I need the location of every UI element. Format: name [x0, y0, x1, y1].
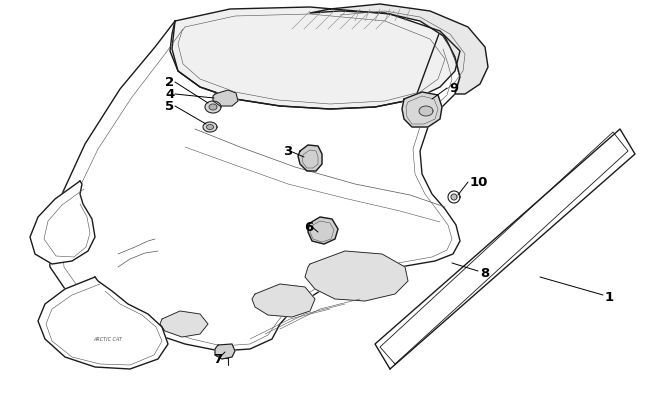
Polygon shape	[298, 146, 322, 172]
Text: 8: 8	[480, 267, 489, 280]
Text: 1: 1	[605, 291, 614, 304]
Polygon shape	[213, 91, 238, 107]
Text: ARCTIC CAT: ARCTIC CAT	[94, 337, 122, 342]
Polygon shape	[30, 181, 95, 264]
Polygon shape	[38, 277, 168, 369]
Polygon shape	[170, 8, 460, 110]
Polygon shape	[160, 311, 208, 337]
Polygon shape	[205, 102, 221, 114]
Polygon shape	[215, 344, 235, 359]
Text: 3: 3	[283, 145, 292, 158]
Polygon shape	[451, 194, 457, 200]
Polygon shape	[252, 284, 315, 317]
Text: 2: 2	[165, 76, 174, 89]
Polygon shape	[308, 217, 338, 244]
Polygon shape	[203, 123, 217, 133]
Polygon shape	[207, 125, 213, 130]
Text: 9: 9	[449, 82, 458, 95]
Polygon shape	[305, 252, 408, 301]
Text: 7: 7	[213, 353, 222, 366]
Polygon shape	[48, 22, 460, 351]
Polygon shape	[380, 133, 628, 364]
Text: 4: 4	[165, 88, 174, 101]
Polygon shape	[375, 130, 635, 369]
Text: 5: 5	[165, 100, 174, 113]
Text: 10: 10	[470, 176, 488, 189]
Polygon shape	[209, 105, 217, 111]
Polygon shape	[310, 5, 488, 95]
Polygon shape	[448, 192, 460, 203]
Polygon shape	[419, 107, 433, 117]
Polygon shape	[402, 93, 442, 128]
Text: 6: 6	[304, 221, 313, 234]
